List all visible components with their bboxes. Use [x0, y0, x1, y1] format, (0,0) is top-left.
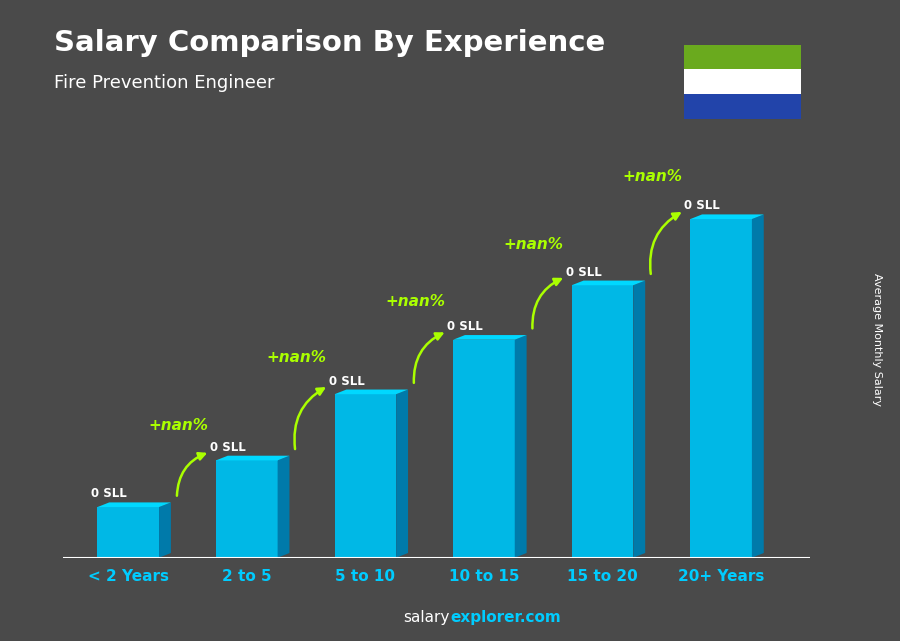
Text: +nan%: +nan% [385, 294, 446, 308]
Text: 0 SLL: 0 SLL [210, 441, 246, 454]
Text: +nan%: +nan% [622, 169, 682, 184]
Polygon shape [277, 456, 290, 558]
Polygon shape [752, 214, 764, 558]
Bar [335, 394, 396, 558]
Bar [684, 69, 801, 94]
Text: 0 SLL: 0 SLL [566, 265, 601, 279]
Bar [684, 94, 801, 119]
Text: +nan%: +nan% [504, 237, 563, 252]
Bar [216, 460, 277, 558]
Polygon shape [159, 503, 171, 558]
Polygon shape [690, 214, 764, 219]
Polygon shape [515, 335, 526, 558]
Bar [97, 507, 159, 558]
Text: +nan%: +nan% [148, 418, 208, 433]
Polygon shape [453, 335, 526, 340]
Text: Fire Prevention Engineer: Fire Prevention Engineer [54, 74, 274, 92]
Bar [572, 285, 634, 558]
Text: explorer.com: explorer.com [450, 610, 561, 625]
Bar [684, 45, 801, 69]
Text: +nan%: +nan% [266, 350, 327, 365]
Polygon shape [216, 456, 290, 460]
Text: salary: salary [403, 610, 450, 625]
Polygon shape [396, 390, 408, 558]
Text: 0 SLL: 0 SLL [92, 487, 127, 501]
Polygon shape [97, 503, 171, 507]
Text: Average Monthly Salary: Average Monthly Salary [872, 273, 883, 406]
Bar [453, 340, 515, 558]
Text: 0 SLL: 0 SLL [447, 320, 483, 333]
Text: Salary Comparison By Experience: Salary Comparison By Experience [54, 29, 605, 57]
Polygon shape [634, 281, 645, 558]
Bar [690, 219, 752, 558]
Text: 0 SLL: 0 SLL [328, 374, 364, 388]
Text: 0 SLL: 0 SLL [684, 199, 720, 212]
Polygon shape [572, 281, 645, 285]
Polygon shape [335, 390, 408, 394]
